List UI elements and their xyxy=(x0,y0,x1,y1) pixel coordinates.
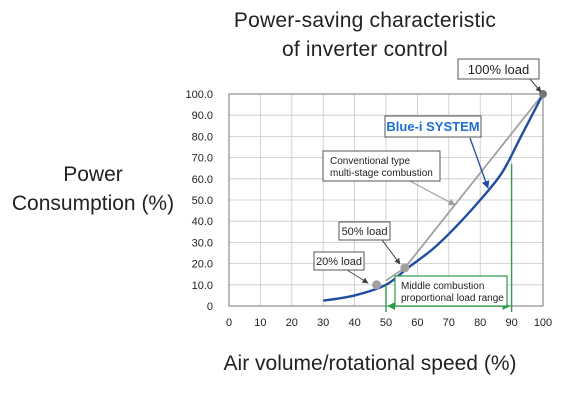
y-tick-label: 100.0 xyxy=(185,89,213,101)
load-label-box xyxy=(457,58,540,80)
blue-callout-label: Blue-i SYSTEM xyxy=(386,119,479,134)
y-tick-label: 10.0 xyxy=(192,280,213,292)
x-tick-label: 60 xyxy=(411,317,423,329)
x-tick-label: 100 xyxy=(534,317,552,329)
blue-callout-box xyxy=(384,115,482,138)
load-label-text: 100% load xyxy=(468,62,529,77)
y-tick-label: 80.0 xyxy=(192,131,213,143)
middle-range-callout-box xyxy=(394,275,508,307)
axes: 0 10 20 30 40 50 60 70 80 90 100 0 10.0 20.0 30.0 40.0 5… xyxy=(185,89,552,329)
x-tick-label: 70 xyxy=(443,317,455,329)
chart-title: Power-saving characteristic of inverter … xyxy=(185,6,545,64)
load-label-box xyxy=(338,221,391,241)
y-tick-label: 0 xyxy=(207,301,213,313)
y-axis-label: Power Consumption (%) xyxy=(0,160,186,218)
middle-range-callout-line-1: Middle combustion xyxy=(401,281,484,292)
x-axis-label: Air volume/rotational speed (%) xyxy=(223,352,517,375)
load-point-marker xyxy=(372,280,382,290)
x-tick-label: 80 xyxy=(474,317,486,329)
y-axis-label-line-1: Power xyxy=(63,163,123,186)
load-label-arrow xyxy=(529,78,542,93)
y-tick-label: 20.0 xyxy=(192,259,213,271)
conventional-callout-arrow xyxy=(407,179,456,206)
x-tick-label: 50 xyxy=(380,317,392,329)
load-label-text: 50% load xyxy=(342,226,388,238)
y-tick-label: 70.0 xyxy=(192,153,213,165)
load-label-arrow xyxy=(346,269,369,284)
series-group xyxy=(323,90,547,302)
x-tick-label: 90 xyxy=(505,317,517,329)
conventional-callout-box xyxy=(322,150,441,182)
series-line-blue-i-system xyxy=(323,93,545,302)
y-tick-label: 40.0 xyxy=(192,216,213,228)
chart-title-line-2: of inverter control xyxy=(281,38,449,61)
load-label-box xyxy=(313,251,365,271)
y-tick-label: 30.0 xyxy=(192,237,213,249)
x-tick-label: 0 xyxy=(226,317,232,329)
x-tick-label: 40 xyxy=(348,317,360,329)
x-tick-label: 20 xyxy=(286,317,298,329)
blue-callout-arrow xyxy=(469,137,490,189)
x-tick-label: 30 xyxy=(317,317,329,329)
load-point-marker xyxy=(400,263,410,273)
conventional-callout-line-1: Conventional type xyxy=(330,156,410,167)
chart-title-line-1: Power-saving characteristic xyxy=(233,9,497,32)
y-tick-label: 60.0 xyxy=(192,174,213,186)
y-axis-label-line-2: Consumption (%) xyxy=(11,192,175,215)
load-label-text: 20% load xyxy=(316,256,362,268)
y-tick-label: 90.0 xyxy=(192,110,213,122)
x-tick-label: 10 xyxy=(254,317,266,329)
load-label-arrow xyxy=(381,239,401,265)
conventional-callout-line-2: multi-stage combustion xyxy=(330,168,433,179)
middle-range-callout-line-2: proportional load range xyxy=(401,293,504,304)
y-tick-label: 50.0 xyxy=(192,195,213,207)
annotations: 20% load 50% load 100% load Conventional ty… xyxy=(313,58,542,312)
